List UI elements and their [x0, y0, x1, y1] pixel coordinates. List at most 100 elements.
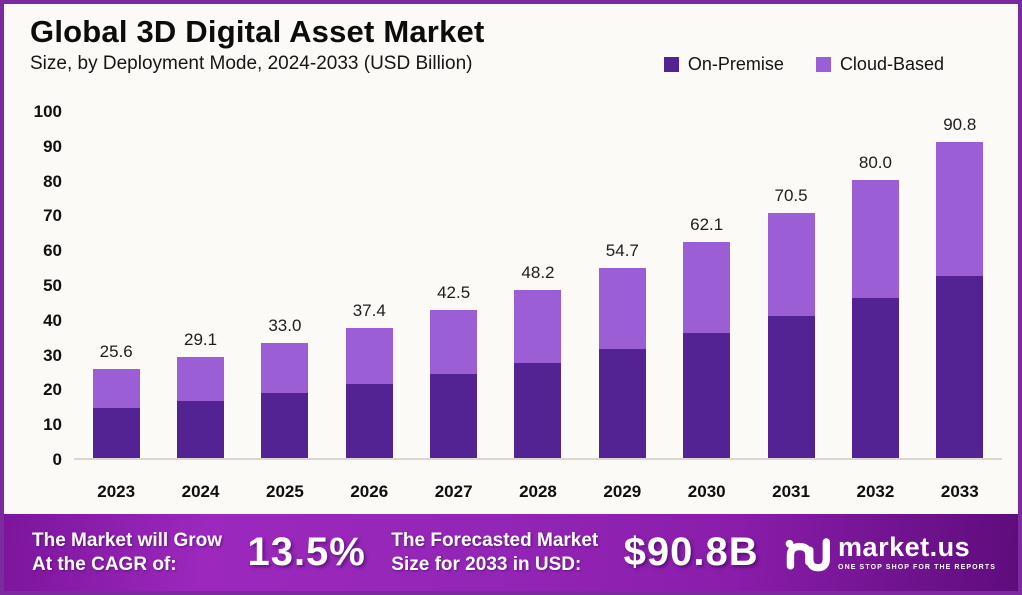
- on-premise-segment: [92, 407, 140, 458]
- x-axis-label: 2030: [687, 482, 726, 501]
- x-axis-label: 2029: [603, 482, 642, 501]
- forecast-label-line1: The Forecasted Market: [391, 529, 599, 551]
- x-axis-label: 2031: [772, 482, 810, 501]
- bar-total-label: 25.6: [99, 341, 133, 361]
- bar-total-label: 29.1: [183, 329, 218, 349]
- on-premise-segment: [514, 363, 562, 458]
- forecast-label: The Forecasted Market Size for 2033 in U…: [391, 529, 598, 577]
- bar-total-label: 54.7: [605, 240, 639, 260]
- cloud-based-segment: [936, 142, 984, 276]
- stacked-bar: [598, 267, 646, 458]
- x-axis-label: 2024: [181, 482, 220, 501]
- bar-total-label: 33.0: [268, 316, 302, 336]
- bar-total-label: 37.4: [352, 300, 386, 320]
- cloud-based-segment: [261, 343, 309, 393]
- bar-column: 70.5: [749, 112, 833, 458]
- bar-column: 37.4: [327, 112, 411, 458]
- cloud-based-swatch-icon: [815, 56, 831, 72]
- bar-column: 42.5: [411, 112, 495, 458]
- on-premise-segment: [936, 276, 984, 458]
- bar-total-label: 42.5: [437, 283, 471, 303]
- bar-total-label: 80.0: [858, 152, 892, 172]
- cloud-based-segment: [767, 212, 815, 317]
- y-tick-label: 40: [43, 310, 62, 330]
- on-premise-segment: [261, 392, 309, 458]
- market-us-logo-icon: [785, 537, 831, 571]
- x-axis: 2023 2024 2025 2026 2027 2028 2029 2030 2031 2032…: [74, 482, 1002, 502]
- on-premise-segment: [851, 297, 899, 458]
- cagr-label-line1: The Market will Grow: [32, 529, 223, 551]
- subtitle-row: Size, by Deployment Mode, 2024-2033 (USD…: [4, 50, 1018, 75]
- x-axis-label: 2033: [940, 482, 979, 501]
- y-tick-label: 10: [43, 415, 62, 435]
- brand-block: market.us ONE STOP SHOP FOR THE REPORTS: [784, 531, 996, 575]
- x-axis-label: 2027: [434, 482, 473, 501]
- x-axis-label: 2032: [856, 482, 895, 501]
- brand-name: market.us: [838, 532, 971, 562]
- brand-tagline: ONE STOP SHOP FOR THE REPORTS: [838, 564, 996, 571]
- y-tick-label: 70: [43, 206, 62, 226]
- y-axis: 0 10 20 30 40 50 60 70 80 90 100: [12, 100, 62, 512]
- on-premise-swatch-icon: [663, 56, 679, 72]
- on-premise-segment: [767, 316, 815, 458]
- legend-label: On-Premise: [687, 53, 784, 74]
- bar-total-label: 62.1: [690, 214, 724, 234]
- cagr-value: 13.5%: [247, 530, 366, 574]
- y-tick-label: 30: [43, 345, 62, 365]
- chart-subtitle: Size, by Deployment Mode, 2024-2033 (USD…: [30, 53, 473, 74]
- y-tick-label: 90: [43, 136, 62, 156]
- legend-item-cloud-based: Cloud-Based: [815, 53, 944, 75]
- bottom-banner: The Market will Grow At the CAGR of: 13.…: [4, 514, 1018, 591]
- bar-total-label: 70.5: [774, 185, 808, 205]
- bar-column: 33.0: [243, 112, 327, 458]
- cloud-based-segment: [514, 290, 562, 363]
- cloud-based-segment: [177, 356, 225, 401]
- bar-column: 54.7: [580, 112, 664, 458]
- y-tick-label: 50: [43, 276, 62, 295]
- bar-column: 29.1: [158, 112, 242, 458]
- bar-column: 25.6: [74, 112, 158, 458]
- plot-area: 25.6 29.1 33.0 37.4 42.5 48.2 54.7 62.1 70.5 80.0…: [74, 112, 1002, 460]
- stacked-bar: [936, 142, 984, 458]
- chart-area: 0 10 20 30 40 50 60 70 80 90 100 25.6 29.1 33.0 37.4 4…: [12, 100, 1010, 512]
- brand-text: market.us ONE STOP SHOP FOR THE REPORTS: [838, 532, 996, 572]
- y-tick-label: 0: [52, 450, 62, 469]
- forecast-value: $90.8B: [623, 530, 759, 574]
- on-premise-segment: [683, 332, 731, 458]
- on-premise-segment: [345, 384, 393, 458]
- bar-column: 90.8: [918, 112, 1002, 458]
- stacked-bar: [430, 310, 478, 458]
- stacked-bar: [261, 343, 309, 458]
- forecast-label-line2: Size for 2033 in USD:: [391, 553, 582, 575]
- stacked-bar: [683, 241, 731, 458]
- header: Global 3D Digital Asset Market: [4, 4, 1018, 50]
- bar-total-label: 48.2: [521, 263, 555, 283]
- on-premise-segment: [430, 374, 478, 458]
- bar-column: 48.2: [496, 112, 580, 458]
- page-title: Global 3D Digital Asset Market: [30, 14, 485, 49]
- stacked-bar: [767, 212, 815, 458]
- stacked-bar: [514, 290, 562, 458]
- stacked-bar: [851, 179, 899, 458]
- y-tick-label: 80: [43, 171, 62, 191]
- cloud-based-segment: [92, 368, 140, 408]
- legend-label: Cloud-Based: [839, 53, 944, 74]
- cloud-based-segment: [345, 327, 393, 385]
- bar-total-label: 90.8: [943, 115, 977, 135]
- on-premise-segment: [177, 400, 225, 458]
- y-tick-label: 100: [33, 102, 62, 121]
- cloud-based-segment: [683, 241, 731, 333]
- on-premise-segment: [598, 349, 646, 458]
- x-axis-label: 2023: [97, 482, 136, 501]
- cagr-label-line2: At the CAGR of:: [32, 553, 177, 575]
- x-axis-label: 2026: [350, 482, 389, 501]
- x-axis-label: 2028: [519, 482, 557, 501]
- stacked-bar: [345, 327, 393, 458]
- legend-item-on-premise: On-Premise: [663, 53, 784, 75]
- bar-column: 62.1: [665, 112, 749, 458]
- cloud-based-segment: [851, 179, 899, 298]
- y-tick-label: 60: [43, 241, 62, 261]
- cagr-label: The Market will Grow At the CAGR of:: [32, 529, 222, 577]
- chart-legend: On-Premise Cloud-Based: [663, 53, 944, 75]
